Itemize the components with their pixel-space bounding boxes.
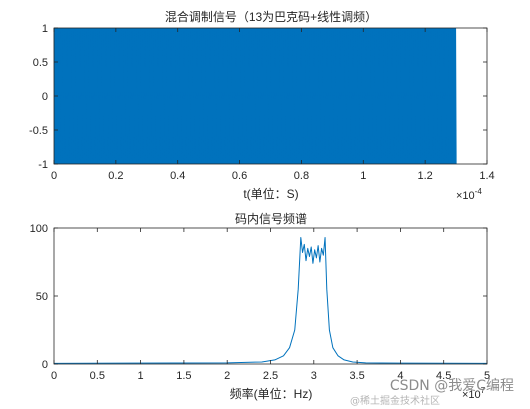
chart1-y-ticks: -1 -0.5 0 0.5 1 xyxy=(29,23,487,171)
watermark-subtext: @稀土掘金技术社区 xyxy=(350,396,440,407)
chart1-x-tick-label: 1.4 xyxy=(479,170,494,182)
chart1-x-tick-label: 0.4 xyxy=(170,170,185,182)
watermark-text: CSDN @我爱C编程 xyxy=(389,378,514,394)
chart1-x-tick-label: 0 xyxy=(51,170,57,182)
chart2-x-tick-label: 0.5 xyxy=(90,370,105,382)
chart1-x-tick-label: 1 xyxy=(360,170,366,182)
chart2-x-tick-label: 5 xyxy=(484,370,490,382)
chart1-x-ticks: 0 0.2 0.4 0.6 0.8 1 1.2 1.4 xyxy=(51,28,495,182)
chart2-x-tick-label: 2 xyxy=(224,370,230,382)
chart2-x-tick-label: 3.5 xyxy=(349,370,364,382)
chart2-x-tick-label: 4.5 xyxy=(436,370,451,382)
chart1-x-exponent: ×10-4 xyxy=(456,187,482,202)
chart2-y-tick-label: 0 xyxy=(42,359,48,371)
chart2-y-ticks: 0 50 100 xyxy=(30,223,487,371)
chart1-y-tick-label: 0.5 xyxy=(33,57,48,69)
chart2-series xyxy=(53,237,488,364)
chart2-title: 码内信号频谱 xyxy=(235,212,307,226)
chart1-y-tick-label: -1 xyxy=(38,159,48,171)
chart2-x-tick-label: 3 xyxy=(311,370,317,382)
chart1-y-tick-label: 0 xyxy=(42,91,48,103)
chart2-x-tick-label: 1 xyxy=(138,370,144,382)
chart1-series xyxy=(53,27,457,165)
chart2-xlabel: 频率(单位：Hz) xyxy=(230,386,313,401)
chart2-y-tick-label: 50 xyxy=(36,291,48,303)
chart2-x-ticks: 0 0.5 1 1.5 2 2.5 3 3.5 4 4.5 5 xyxy=(51,228,490,382)
chart1-x-tick-label: 0.2 xyxy=(108,170,123,182)
chart1-x-tick-label: 0.6 xyxy=(232,170,247,182)
chart2-x-exponent: ×107 xyxy=(462,386,486,401)
chart1-xlabel: t(单位：S) xyxy=(243,186,298,201)
chart2-x-tick-label: 4 xyxy=(397,370,403,382)
chart2-x-tick-label: 0 xyxy=(51,370,57,382)
chart1-y-tick-label: -0.5 xyxy=(29,125,48,137)
chart1-title: 混合调制信号（13为巴克码+线性调频） xyxy=(165,9,377,24)
chart1-signal-line xyxy=(53,27,457,165)
chart2-x-tick-label: 2.5 xyxy=(263,370,278,382)
chart2-x-tick-label: 1.5 xyxy=(176,370,191,382)
chart2-axes-box xyxy=(53,227,488,365)
chart1-x-tick-label: 1.2 xyxy=(417,170,432,182)
chart1-x-tick-label: 0.8 xyxy=(294,170,309,182)
chart2-y-tick-label: 100 xyxy=(30,223,48,235)
chart1-y-tick-label: 1 xyxy=(42,23,48,35)
chart2-spectrum-line xyxy=(53,237,488,364)
